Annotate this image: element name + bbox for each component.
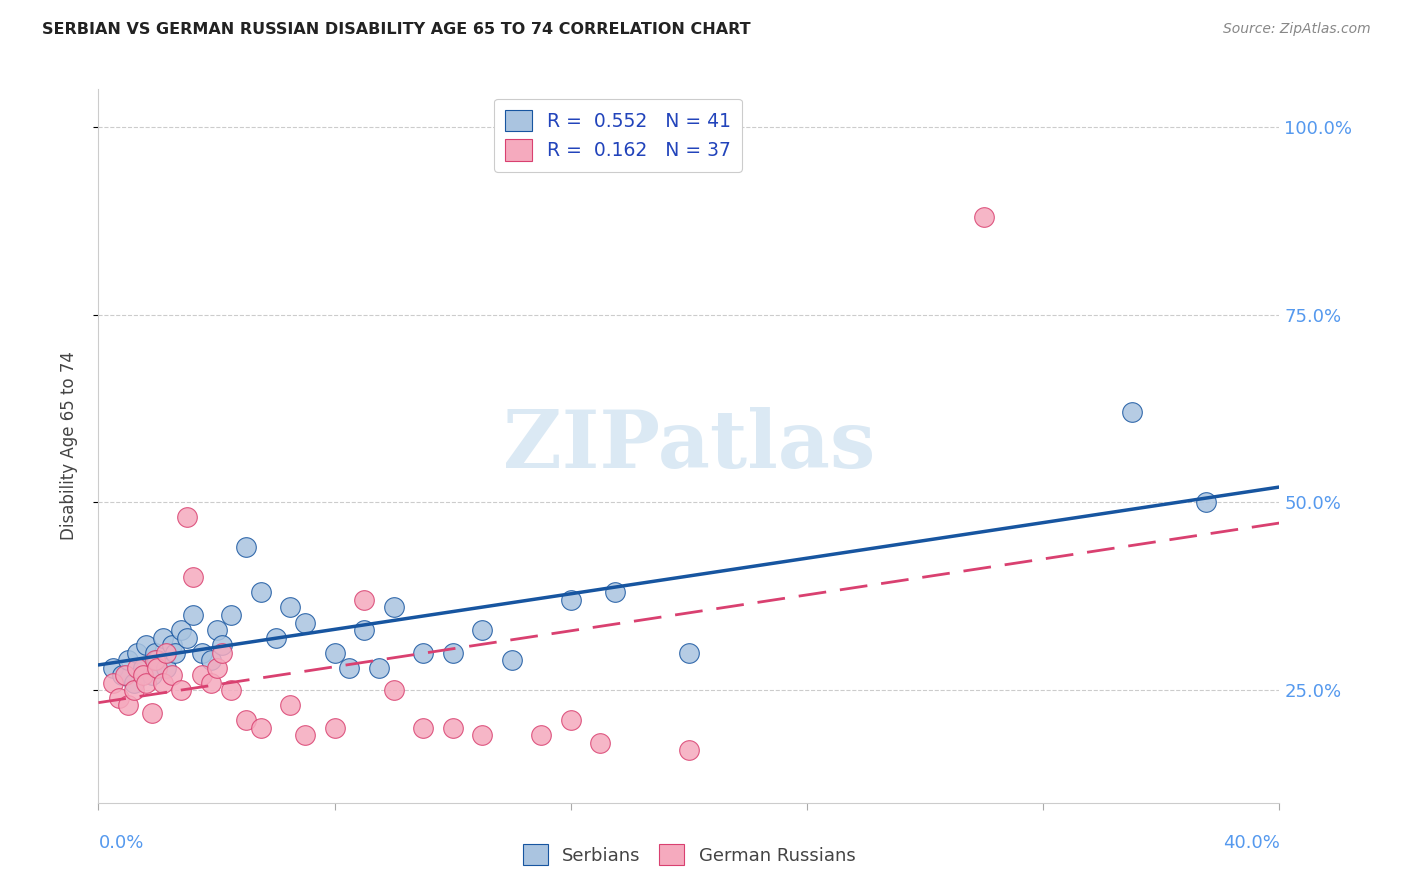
Point (323, 721, 346, 735)
Point (125, 660, 148, 674)
Point (162, 638, 183, 652)
Point (250, 585, 273, 599)
Point (219, 683, 242, 698)
Point (678, 743, 700, 757)
Text: 0.0%: 0.0% (98, 834, 143, 852)
Point (103, 675, 125, 690)
Point (152, 631, 174, 645)
Point (152, 675, 174, 690)
Point (176, 510, 198, 524)
Point (605, 585, 627, 599)
Point (294, 615, 316, 630)
Point (382, 683, 405, 698)
Text: SERBIAN VS GERMAN RUSSIAN DISABILITY AGE 65 TO 74 CORRELATION CHART: SERBIAN VS GERMAN RUSSIAN DISABILITY AGE… (42, 22, 751, 37)
Point (235, 541, 257, 555)
Point (560, 713, 582, 727)
Point (135, 638, 157, 652)
Point (678, 646, 700, 660)
Point (205, 660, 228, 674)
Point (114, 668, 136, 682)
Text: ZIPatlas: ZIPatlas (503, 407, 875, 485)
Point (1121, 405, 1143, 419)
Point (560, 593, 582, 607)
Point (165, 646, 187, 660)
Point (181, 570, 204, 584)
Point (181, 607, 204, 622)
Point (111, 668, 134, 682)
Point (176, 631, 198, 645)
Point (162, 668, 183, 682)
Text: Source: ZipAtlas.com: Source: ZipAtlas.com (1223, 22, 1371, 37)
Point (278, 698, 302, 713)
Point (278, 600, 302, 615)
Point (471, 623, 494, 637)
Point (191, 646, 214, 660)
Point (146, 660, 169, 674)
Point (200, 675, 222, 690)
Point (412, 646, 434, 660)
Point (219, 607, 242, 622)
Point (501, 653, 523, 667)
Point (108, 690, 131, 705)
Point (170, 623, 193, 637)
Point (117, 698, 139, 713)
Point (250, 721, 273, 735)
Point (441, 721, 464, 735)
Point (368, 660, 391, 674)
Point (589, 736, 612, 750)
Point (135, 675, 157, 690)
Point (382, 600, 405, 615)
Point (132, 660, 155, 674)
Point (200, 653, 222, 667)
Point (339, 660, 360, 674)
Point (973, 210, 995, 224)
Point (143, 653, 166, 667)
Point (471, 728, 494, 742)
Legend: Serbians, German Russians: Serbians, German Russians (512, 833, 866, 876)
Point (205, 623, 228, 637)
Y-axis label: Disability Age 65 to 74: Disability Age 65 to 74 (59, 351, 77, 541)
Point (1195, 495, 1218, 509)
Point (235, 713, 257, 727)
Point (143, 646, 166, 660)
Point (353, 593, 375, 607)
Point (353, 623, 375, 637)
Point (211, 646, 233, 660)
Point (155, 660, 177, 674)
Point (125, 646, 148, 660)
Point (132, 668, 155, 682)
Point (122, 675, 145, 690)
Point (412, 721, 434, 735)
Point (264, 631, 287, 645)
Point (191, 668, 214, 682)
Point (141, 668, 163, 682)
Point (211, 638, 233, 652)
Point (146, 653, 169, 667)
Point (323, 646, 346, 660)
Point (170, 683, 193, 698)
Point (122, 683, 145, 698)
Point (103, 660, 125, 674)
Point (155, 646, 177, 660)
Point (141, 706, 163, 720)
Point (294, 728, 316, 742)
Point (117, 653, 139, 667)
Point (530, 728, 553, 742)
Point (441, 646, 464, 660)
Text: 40.0%: 40.0% (1223, 834, 1279, 852)
